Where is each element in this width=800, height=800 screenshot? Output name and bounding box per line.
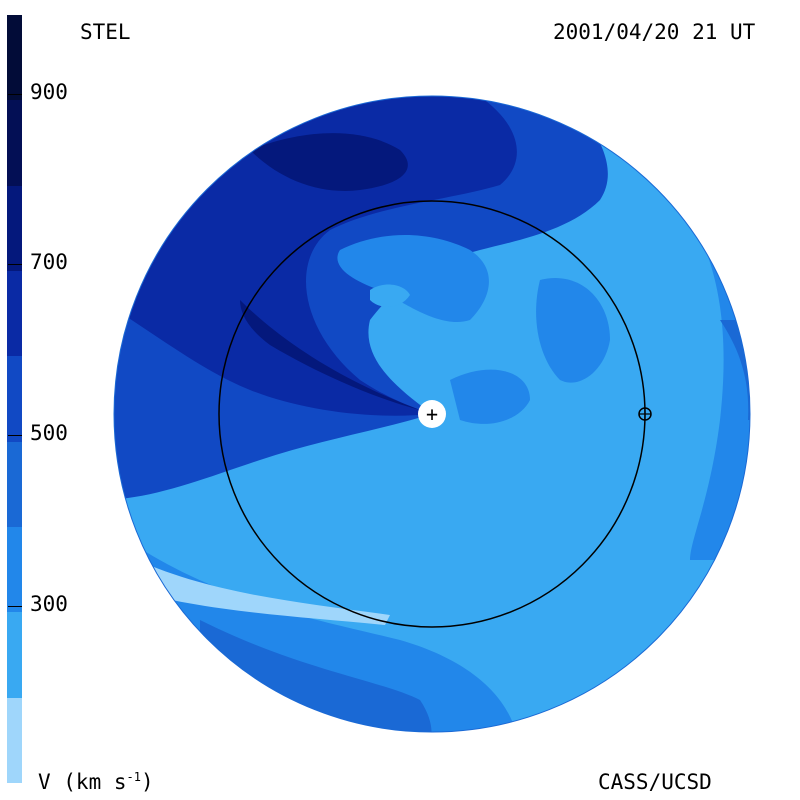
units-text: V (km s: [38, 770, 127, 794]
colorbar-tick: [8, 93, 22, 95]
colorbar-segment: [7, 356, 22, 442]
units-superscript: -1: [126, 770, 141, 784]
colorbar-segment: [7, 185, 22, 271]
units-close: ): [140, 770, 154, 794]
colorbar-segment: [7, 527, 22, 613]
colorbar-segment: [7, 697, 22, 783]
colorbar-tick: [8, 605, 22, 607]
colorbar-segment: [7, 15, 22, 101]
sun-symbol: +: [426, 402, 438, 426]
colorbar-tick-label: 700: [30, 250, 68, 275]
units-label: V (km s-1): [38, 770, 154, 794]
field-region-darkest: [250, 133, 408, 191]
field-center-swirl: [450, 369, 530, 424]
earth-icon: [638, 407, 652, 421]
colorbar-tick-label: 500: [30, 420, 68, 445]
colorbar-tick-label: 300: [30, 591, 68, 616]
credit-label: CASS/UCSD: [598, 770, 712, 794]
map-boundary: [113, 95, 751, 733]
colorbar-segment: [7, 441, 22, 527]
colorbar-segment: [7, 271, 22, 357]
field-right-swirl: [536, 278, 610, 383]
sun-marker: [418, 400, 446, 428]
colorbar-segment: [7, 100, 22, 186]
colorbar-tick-label: 900: [30, 79, 68, 104]
colorbar-segment: [7, 612, 22, 698]
colorbar-tick: [8, 264, 22, 266]
colorbar-tick: [8, 434, 22, 436]
instrument-label: STEL: [80, 20, 131, 44]
velocity-colorbar: [7, 15, 22, 783]
field-inner-spot: [370, 284, 410, 307]
field-inner-swirl: [337, 235, 489, 323]
timestamp-label: 2001/04/20 21 UT: [553, 20, 756, 44]
